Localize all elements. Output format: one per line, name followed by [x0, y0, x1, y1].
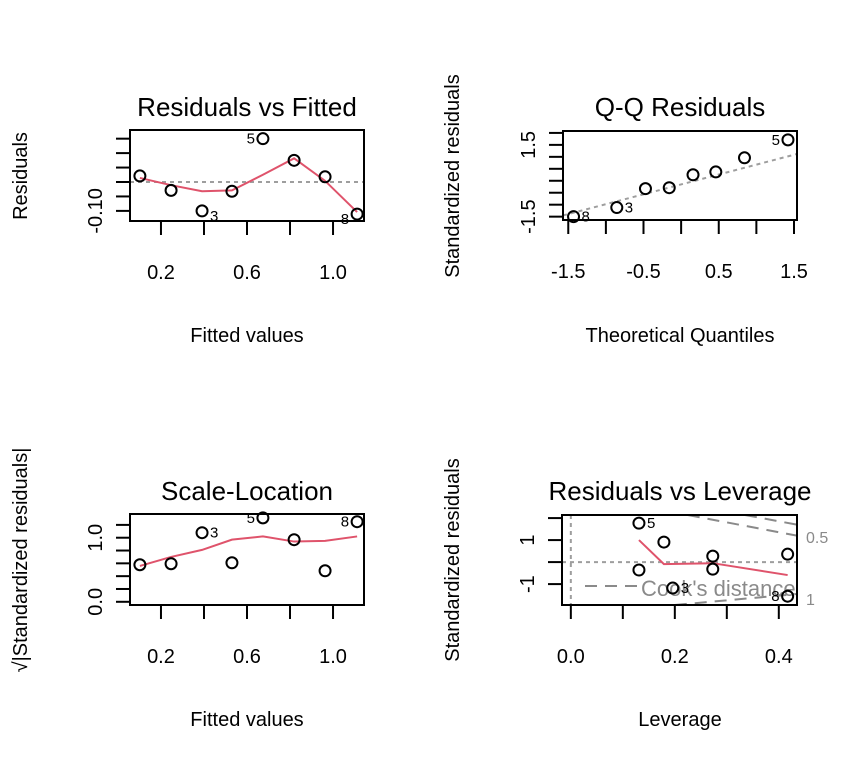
panel-scale-location: Scale-Location Fitted values √|Standardi…: [10, 448, 365, 731]
point-label: 8: [341, 211, 349, 228]
data-point: [350, 515, 364, 529]
panel-title: Scale-Location: [161, 476, 333, 506]
data-point: [287, 533, 301, 547]
data-point: [666, 581, 680, 595]
x-tick-label: 0.6: [233, 262, 261, 284]
point-label: 8: [582, 209, 590, 226]
y-tick-label: -1.5: [518, 199, 540, 233]
data-point: [225, 184, 239, 198]
cooks-distance-contour: [687, 515, 797, 537]
qq-reference-line: [563, 153, 797, 217]
data-point: [781, 133, 795, 147]
x-tick-label: 0.2: [147, 262, 175, 284]
data-point: [318, 170, 332, 184]
point-label: 3: [210, 208, 218, 225]
y-tick-label: -0.10: [85, 188, 107, 234]
y-tick-label: 1.0: [85, 524, 107, 552]
point-label: 3: [681, 580, 689, 597]
data-point: [781, 547, 795, 561]
x-tick-label: 1.0: [319, 262, 347, 284]
point-label: 5: [247, 131, 255, 148]
y-axis-label: Standardized residuals: [442, 74, 464, 277]
data-point: [164, 557, 178, 571]
x-tick-label: -0.5: [626, 261, 660, 283]
x-tick-label: -1.5: [551, 261, 585, 283]
data-point: [225, 556, 239, 570]
point-label: 5: [247, 510, 255, 527]
data-point: [709, 165, 723, 179]
point-label: 3: [625, 200, 633, 217]
data-point: [195, 204, 209, 218]
data-point: [256, 511, 270, 525]
cooks-contour-label: 0.5: [806, 530, 828, 547]
y-tick-label: 1.5: [518, 131, 540, 159]
cooks-contour-label: 1: [806, 592, 815, 609]
smoother-line: [638, 539, 788, 577]
data-point: [350, 207, 364, 221]
cooks-distance-contour: [674, 593, 797, 605]
point-label: 3: [210, 525, 218, 542]
plot-area: [563, 153, 797, 217]
data-point: [195, 526, 209, 540]
x-axis-label: Theoretical Quantiles: [586, 325, 775, 347]
data-point: [638, 182, 652, 196]
data-point: [706, 562, 720, 576]
data-point: [610, 201, 624, 215]
data-point: [318, 564, 332, 578]
plot-area: [139, 535, 358, 567]
smoother-line: [139, 535, 358, 567]
panel-residuals-vs-fitted: Residuals vs Fitted Fitted values Residu…: [10, 92, 365, 347]
data-point: [662, 181, 676, 195]
y-axis-label: √|Standardized residuals|: [10, 448, 32, 673]
x-axis-label: Fitted values: [190, 709, 303, 731]
plot-area: [130, 157, 364, 213]
point-label: 5: [647, 515, 655, 532]
y-axis-label: Residuals: [10, 132, 32, 220]
plot-area: Cook's distance: [562, 515, 797, 605]
data-point: [706, 549, 720, 563]
x-tick-label: 1.0: [319, 646, 347, 668]
y-tick-label: -1: [517, 575, 539, 593]
data-point: [632, 516, 646, 530]
x-axis-label: Fitted values: [190, 325, 303, 347]
point-label: 8: [341, 514, 349, 531]
data-point: [256, 132, 270, 146]
plot-box: [562, 130, 798, 221]
y-axis-label: Standardized residuals: [442, 458, 464, 661]
y-tick-label: 1: [517, 535, 539, 546]
point-label: 8: [771, 588, 779, 605]
data-point: [567, 210, 581, 224]
data-point: [287, 153, 301, 167]
data-point: [781, 589, 795, 603]
x-tick-label: 0.5: [705, 261, 733, 283]
data-point: [133, 558, 147, 572]
data-point: [657, 535, 671, 549]
panel-qq-residuals: Q-Q Residuals Theoretical Quantiles Stan…: [442, 74, 808, 347]
x-tick-label: 0.6: [233, 646, 261, 668]
x-tick-label: 0.4: [765, 646, 793, 668]
data-point: [164, 183, 178, 197]
data-point: [133, 169, 147, 183]
x-tick-label: 0.2: [147, 646, 175, 668]
x-axis-label: Leverage: [638, 709, 721, 731]
x-tick-label: 0.0: [557, 646, 585, 668]
x-tick-label: 1.5: [780, 261, 808, 283]
y-tick-label: 0.0: [85, 588, 107, 616]
panel-title: Q-Q Residuals: [595, 92, 766, 122]
panel-title: Residuals vs Leverage: [548, 476, 811, 506]
data-point: [737, 151, 751, 165]
x-tick-label: 0.2: [661, 646, 689, 668]
data-point: [686, 168, 700, 182]
panel-title: Residuals vs Fitted: [137, 92, 357, 122]
cooks-distance-contour: [744, 515, 797, 526]
point-label: 5: [772, 132, 780, 149]
panel-residuals-vs-leverage: Residuals vs Leverage Leverage Standardi…: [442, 458, 828, 731]
plot-box: [561, 514, 798, 606]
data-point: [632, 563, 646, 577]
